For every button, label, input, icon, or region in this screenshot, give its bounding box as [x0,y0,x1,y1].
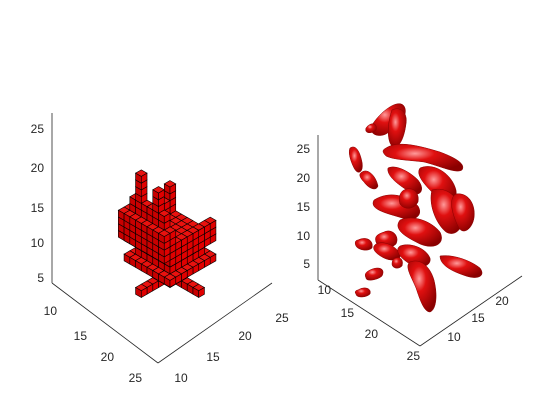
left-x-tick-label: 10 [44,304,58,318]
right-isosurface-object [348,103,483,313]
left-y-tick-label: 10 [174,371,188,385]
right-chart: 5 10 15 20 25 10 15 20 25 10 15 20 [297,103,523,363]
right-x-tick-label: 25 [407,349,421,363]
isosurface-blob [387,166,422,195]
isosurface-blob [391,257,403,269]
isosurface-blob [365,123,377,133]
right-tick-labels: 5 10 15 20 25 10 15 20 25 10 15 20 [297,142,509,363]
voxel-cube [157,209,171,224]
right-y-tick-label: 15 [471,311,485,325]
right-x-tick-label: 20 [365,327,379,341]
voxel-cube [134,283,148,299]
left-z-tick-label: 20 [31,161,45,175]
isosurface-blob [359,170,379,190]
left-x-tick-label: 20 [101,350,115,364]
right-x-axis [317,279,421,347]
right-z-tick-label: 20 [297,171,311,185]
voxel-cube [152,186,165,201]
right-y-axis [419,275,523,347]
left-y-tick-label: 20 [238,329,252,343]
voxel-cube [157,229,171,244]
left-y-tick-label: 25 [275,311,289,325]
right-y-tick-label: 20 [495,294,509,308]
left-z-tick-label: 15 [31,201,45,215]
left-y-tick-label: 15 [206,350,220,364]
voxel-cube [163,273,177,288]
isosurface-blob [439,255,483,278]
left-chart: 5 10 15 20 25 10 15 20 25 10 15 20 25 [31,113,289,385]
isosurface-blob [364,267,384,281]
voxel-cube [134,169,148,184]
left-voxel-object [117,169,217,299]
right-x-tick-label: 10 [318,283,332,297]
right-z-tick-label: 15 [297,200,311,214]
voxel-cube [192,283,206,299]
left-z-tick-label: 25 [31,122,45,136]
isosurface-blob [354,238,373,251]
voxel-cube [175,233,188,248]
isosurface-blob [354,287,371,298]
left-z-tick-label: 5 [37,271,44,285]
left-tick-labels: 5 10 15 20 25 10 15 20 25 10 15 20 25 [31,122,289,385]
right-z-tick-label: 5 [303,257,310,271]
voxel-cube [163,180,177,195]
isosurface-blob [407,260,437,313]
right-x-tick-label: 15 [341,306,355,320]
left-x-tick-label: 15 [74,329,88,343]
right-y-tick-label: 10 [447,330,461,344]
isosurface-blob [382,143,464,172]
isosurface-blob [397,217,442,247]
left-y-axis [157,282,273,364]
isosurface-blob [398,188,419,209]
left-z-tick-label: 10 [31,236,45,250]
left-x-tick-label: 25 [129,371,143,385]
isosurface-blob [451,193,475,232]
isosurface-blob [388,108,407,148]
left-x-axis [51,282,159,364]
right-z-tick-label: 10 [297,229,311,243]
isosurface-blob [373,242,401,261]
right-z-tick-label: 25 [297,142,311,156]
isosurface-blob [348,146,363,173]
